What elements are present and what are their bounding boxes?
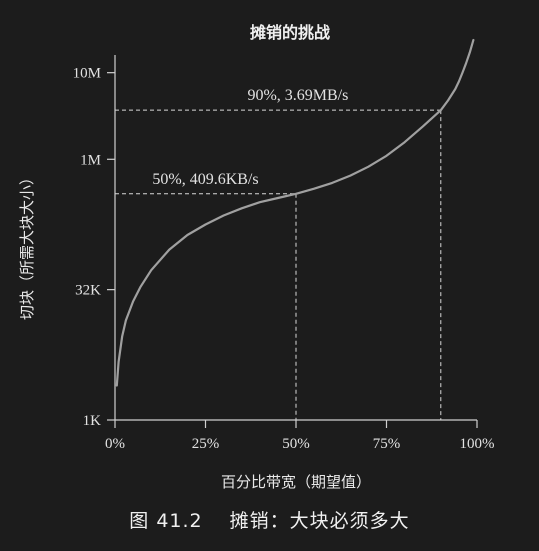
x-tick-label: 0%	[105, 436, 125, 452]
y-tick-label: 10M	[73, 66, 101, 82]
y-axis-label: 切块（所需大块大小）	[18, 170, 36, 320]
y-tick-label: 1K	[83, 413, 102, 429]
x-tick-label: 100%	[460, 436, 495, 452]
chart-svg: 摊销的挑战 1K 32K 1M 10M 0% 25% 50% 75% 100% 百分比带宽（期望值…	[0, 0, 539, 500]
x-tick-label: 25%	[192, 436, 220, 452]
y-tick-label: 1M	[80, 152, 101, 168]
annotation-label: 50%, 409.6KB/s	[152, 171, 258, 188]
x-tick-label: 75%	[373, 436, 401, 452]
x-axis-label: 百分比带宽（期望值）	[221, 473, 371, 491]
figure-caption: 图 41.2 摊销：大块必须多大	[0, 506, 539, 533]
y-tick-label: 32K	[75, 283, 101, 299]
annotation-label: 90%, 3.69MB/s	[247, 87, 348, 104]
chart-title: 摊销的挑战	[250, 23, 330, 42]
x-tick-label: 50%	[282, 436, 310, 452]
